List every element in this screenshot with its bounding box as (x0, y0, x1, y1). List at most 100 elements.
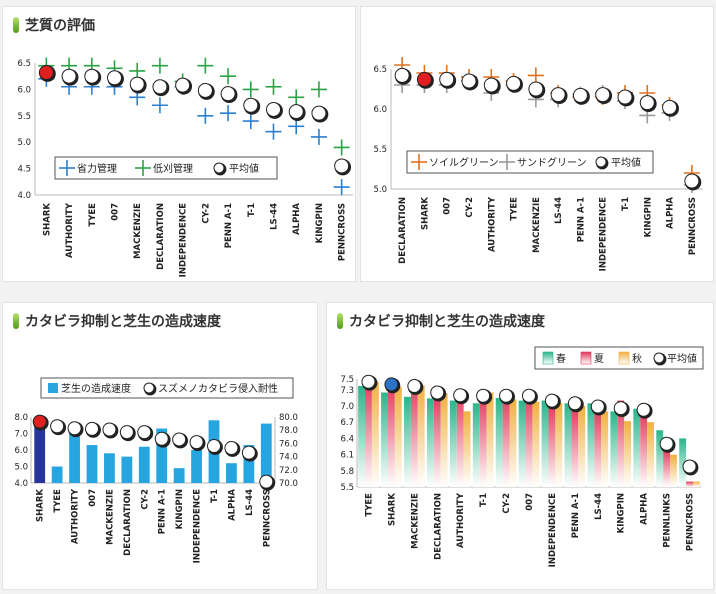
bar---penn-a-1 (578, 406, 586, 487)
avg-point-shark (384, 377, 399, 392)
bar---t-1 (486, 392, 494, 487)
legend-swatch-- (618, 351, 630, 365)
point---penn-a-1 (220, 68, 237, 85)
point---cy-2 (197, 57, 214, 74)
legend-circle (653, 352, 665, 364)
x-tick-label-authority: AUTHORITY (71, 488, 81, 544)
x-tick-label-pennlinks: PENNLINKS (663, 493, 673, 548)
bar-authority (69, 428, 80, 483)
x-tick-label-alpha: ALPHA (292, 203, 302, 235)
y-tick-label: 4.0 (17, 191, 31, 201)
bar---alpha (647, 422, 654, 487)
bar---pennlinks (670, 454, 677, 487)
legend-circle (595, 156, 607, 168)
bar---cy-2 (502, 394, 510, 487)
bar-penncross (260, 423, 272, 483)
bar-alpha (226, 463, 237, 483)
bar---declaration (426, 398, 434, 487)
y-tick-label-left: 7.0 (14, 430, 28, 440)
avg-point-declaration (430, 385, 445, 400)
legend-label: 低刈管理 (153, 162, 193, 175)
x-tick-label-mackenzie: MACKENZIE (410, 493, 420, 549)
x-tick-label-alpha: ALPHA (666, 197, 676, 229)
avg-point-t-1 (243, 97, 259, 113)
bar---penncross (679, 438, 687, 487)
y-tick-label: 6.5 (17, 59, 31, 69)
bar---independence (555, 403, 563, 487)
bar---kingpin (610, 411, 618, 487)
bar-007 (86, 445, 98, 483)
avg-point-penn-a-1 (220, 86, 236, 102)
x-tick-label-shark: SHARK (387, 493, 397, 526)
bar---penn-a-1 (571, 406, 579, 487)
avg-point-independence (595, 87, 611, 103)
poa-suppression-chart-1: 8.0 7.0 6.0 5.0 4.0 80.0 78.0 76.0 74.0 72.0 70.0 S… (14, 377, 298, 563)
bar---penn-a-1 (564, 403, 572, 487)
avg-point-kingpin (613, 401, 628, 416)
legend-label: 芝生の造成速度 (61, 382, 131, 395)
bar---independence (548, 403, 556, 487)
turf-quality-panel-2: 6.5 6.0 5.5 5.0 DECLARATION SHARK 007 CY-2 AUTHO… (360, 6, 714, 282)
legend-label: 夏 (594, 353, 604, 365)
legend-swatch-bar (48, 383, 58, 393)
legend: 芝生の造成速度 スズメノカタビラ侵入耐性 (40, 377, 294, 399)
x-tick-label-penncross: PENNCROSS (262, 489, 272, 547)
bar---tyee (371, 381, 379, 487)
point---alpha (288, 89, 305, 106)
point---penncross (333, 179, 350, 196)
legend-label: 省力管理 (77, 162, 117, 175)
x-tick-label-ls-44: LS-44 (270, 203, 280, 230)
avg-point-kingpin (172, 432, 187, 447)
bar-kingpin (173, 468, 185, 483)
bar---ls-44 (594, 408, 602, 487)
avg-point-007 (522, 388, 536, 403)
x-tick-label-t-1: T-1 (210, 489, 220, 503)
x-tick-label-penn-a-1: PENN A-1 (576, 197, 586, 242)
avg-point-t-1 (207, 439, 221, 454)
avg-point-penncross (259, 474, 274, 489)
y-tick-label-left: 5.0 (14, 463, 28, 473)
bar-cy-2 (138, 446, 150, 483)
bar---independence (541, 400, 549, 487)
legend-circle (143, 382, 155, 394)
legend-swatch-- (580, 351, 592, 365)
avg-point-authority (67, 421, 82, 436)
point---t-1 (242, 113, 259, 130)
y-tick-label-left: 4.0 (14, 479, 28, 489)
x-tick-label-kingpin: KINGPIN (175, 489, 185, 529)
bar-shark (34, 418, 46, 483)
point---declaration (151, 97, 168, 114)
x-tick-label-declaration: DECLARATION (433, 493, 443, 560)
legend-box (406, 150, 654, 174)
y-tick-label: 5.0 (17, 138, 31, 148)
avg-point-authority (483, 77, 499, 93)
avg-point-penncross (682, 459, 697, 474)
legend-label: サンドグリーン (517, 156, 587, 169)
x-tick-label-shark: SHARK (42, 203, 52, 236)
x-tick-label-penn-a-1: PENN A-1 (224, 203, 234, 248)
y-tick-label: 5.8 (340, 467, 354, 477)
avg-point-penncross (684, 173, 700, 189)
avg-point-tyee (50, 419, 65, 434)
bar---kingpin (617, 400, 625, 487)
avg-point-cy-2 (137, 425, 152, 440)
avg-point-tyee (84, 68, 100, 84)
bar---tyee (365, 380, 372, 487)
avg-point-alpha (224, 441, 239, 456)
turf-quality-panel-1: 芝質の評価 6.5 6.0 5.5 5.0 4.5 4.0 SHARK AUTHORITY TY… (2, 6, 356, 282)
bar-independence (191, 450, 202, 483)
x-tick-label-shark: SHARK (420, 197, 430, 230)
x-tick-label-shark: SHARK (36, 489, 46, 522)
bar---007 (518, 400, 526, 487)
avg-point-ls-44 (550, 87, 566, 103)
bar---declaration (440, 393, 448, 487)
point---mackenzie (129, 62, 146, 79)
avg-point-ls-44 (241, 445, 256, 460)
bar---t-1 (472, 403, 480, 487)
bar-declaration (121, 456, 133, 483)
legend-label: 平均値 (667, 352, 697, 365)
avg-point-alpha (662, 99, 678, 115)
x-tick-label-cy-2: CY-2 (201, 203, 211, 224)
y-tick-label: 6.0 (17, 85, 31, 95)
avg-point-alpha (288, 104, 304, 120)
